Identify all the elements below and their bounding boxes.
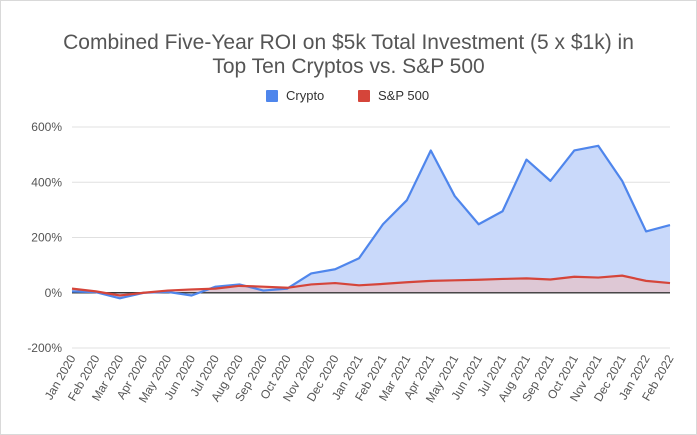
data-point-sp500 <box>429 279 433 283</box>
data-point-crypto <box>548 179 552 183</box>
data-point-sp500 <box>285 286 289 290</box>
data-point-sp500 <box>524 276 528 280</box>
data-point-sp500 <box>333 281 337 285</box>
data-point-sp500 <box>668 281 672 285</box>
data-point-sp500 <box>166 289 170 293</box>
data-point-sp500 <box>94 289 98 293</box>
legend-label-crypto: Crypto <box>286 88 325 103</box>
legend-label-sp500: S&P 500 <box>378 88 430 103</box>
data-point-crypto <box>381 222 385 226</box>
data-point-crypto <box>333 267 337 271</box>
data-point-crypto <box>429 148 433 152</box>
data-point-sp500 <box>596 276 600 280</box>
chart-legend: Crypto S&P 500 <box>0 88 697 106</box>
data-point-sp500 <box>261 285 265 289</box>
data-point-crypto <box>309 271 313 275</box>
data-point-sp500 <box>477 278 481 282</box>
data-point-sp500 <box>357 283 361 287</box>
chart-title-line-1: Combined Five-Year ROI on $5k Total Inve… <box>63 31 634 54</box>
data-point-sp500 <box>453 278 457 282</box>
data-point-crypto <box>620 179 624 183</box>
data-point-sp500 <box>572 275 576 279</box>
legend-swatch-crypto <box>266 89 278 102</box>
data-point-sp500 <box>644 279 648 283</box>
data-point-crypto <box>405 198 409 202</box>
data-point-crypto <box>524 158 528 162</box>
area-crypto <box>72 145 670 299</box>
data-point-sp500 <box>405 280 409 284</box>
data-point-sp500 <box>214 287 218 291</box>
y-tick-label: 200% <box>31 231 62 245</box>
data-point-sp500 <box>620 274 624 278</box>
data-point-crypto <box>453 194 457 198</box>
y-tick-label: -200% <box>27 341 62 355</box>
line-crypto <box>71 144 671 300</box>
legend-item-crypto[interactable]: Crypto <box>266 88 324 103</box>
data-point-sp500 <box>142 291 146 295</box>
data-point-crypto <box>668 223 672 227</box>
data-point-crypto <box>190 294 194 298</box>
data-point-sp500 <box>190 287 194 291</box>
data-point-sp500 <box>70 287 74 291</box>
data-point-sp500 <box>501 277 505 281</box>
data-point-sp500 <box>118 294 122 298</box>
y-tick-label: 0% <box>45 286 63 300</box>
data-point-crypto <box>644 229 648 233</box>
data-point-sp500 <box>381 282 385 286</box>
data-point-sp500 <box>237 284 241 288</box>
data-point-crypto <box>357 256 361 260</box>
data-point-crypto <box>477 222 481 226</box>
y-tick-label: 400% <box>31 175 62 189</box>
line-sp500 <box>71 274 671 297</box>
data-point-crypto <box>501 209 505 213</box>
data-point-crypto <box>596 144 600 148</box>
data-point-crypto <box>572 148 576 152</box>
legend-item-sp500[interactable]: S&P 500 <box>358 88 429 103</box>
legend-swatch-sp500 <box>358 89 370 102</box>
y-tick-label: 600% <box>31 120 62 134</box>
data-point-crypto <box>261 289 265 293</box>
chart-title-line-2: Top Ten Cryptos vs. S&P 500 <box>212 55 485 78</box>
data-point-sp500 <box>548 277 552 281</box>
data-point-sp500 <box>309 282 313 286</box>
